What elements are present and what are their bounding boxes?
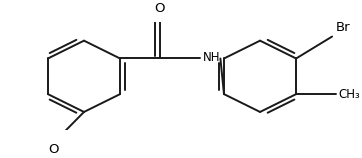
Text: O: O bbox=[49, 143, 59, 156]
Text: O: O bbox=[155, 2, 165, 15]
Text: CH₃: CH₃ bbox=[339, 88, 361, 101]
Text: Br: Br bbox=[336, 21, 350, 34]
Text: NH: NH bbox=[202, 51, 220, 64]
